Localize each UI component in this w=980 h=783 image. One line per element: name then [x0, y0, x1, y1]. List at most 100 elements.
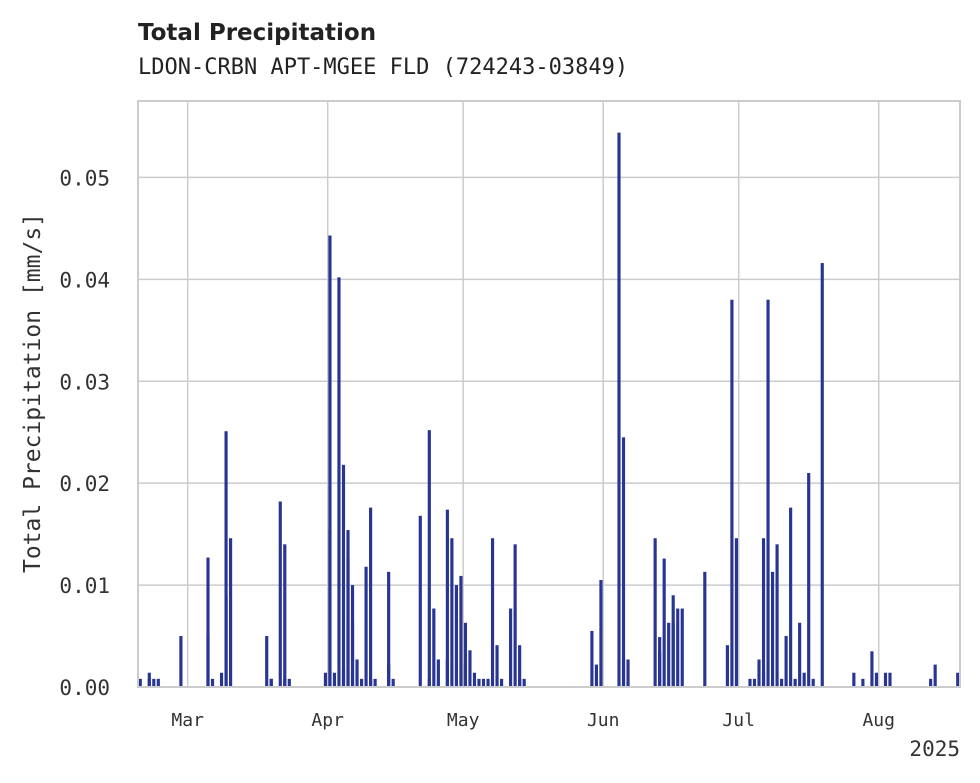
precipitation-bar — [518, 645, 522, 687]
precipitation-bar — [852, 672, 856, 687]
plot-frame — [137, 100, 961, 688]
precipitation-bar — [152, 678, 156, 687]
precipitation-bar — [490, 538, 495, 687]
year-label: 2025 — [909, 737, 960, 761]
precipitation-bar — [676, 608, 680, 687]
precipitation-bar — [617, 132, 621, 688]
precipitation-bar — [210, 678, 215, 687]
precipitation-bar — [328, 530, 332, 687]
precipitation-bar — [621, 437, 626, 687]
precipitation-bar — [757, 659, 761, 687]
precipitation-bar — [323, 672, 328, 687]
precipitation-bar — [283, 544, 287, 687]
precipitation-bar — [387, 571, 391, 687]
precipitation-bar — [427, 678, 431, 687]
y-axis-ticks: 0.00 0.01 0.02 0.03 0.04 0.05 — [59, 166, 110, 700]
precipitation-bar — [369, 678, 373, 687]
precipitation-bar — [278, 501, 282, 687]
precipitation-bar — [658, 637, 662, 687]
precipitation-bar — [454, 585, 458, 687]
precipitation-bar — [888, 672, 892, 687]
precipitation-bar — [761, 672, 766, 687]
precipitation-bar — [468, 650, 472, 687]
x-tick-label: Apr — [311, 710, 344, 731]
precipitation-bar — [418, 515, 422, 687]
x-axis-ticks: Mar Apr May Jun Jul Aug — [171, 710, 895, 731]
precipitation-bar — [734, 538, 739, 687]
precipitation-bar — [373, 678, 377, 687]
precipitation-bar — [518, 678, 522, 687]
chart-title: Total Precipitation — [138, 20, 376, 46]
precipitation-bar — [147, 678, 151, 687]
precipitation-bar — [626, 659, 630, 687]
precipitation-bar — [364, 566, 368, 687]
precipitation-bar — [653, 538, 657, 687]
y-tick-label: 0.05 — [59, 166, 110, 190]
precipitation-bar — [206, 636, 210, 687]
precipitation-bar — [206, 557, 210, 687]
precipitation-bar — [770, 571, 775, 687]
y-tick-label: 0.01 — [59, 574, 110, 598]
precipitation-bar — [621, 659, 626, 687]
precipitation-bar — [766, 299, 770, 687]
precipitation-bar — [459, 575, 463, 687]
chart-subtitle: LDON-CRBN APT-MGEE FLD (724243-03849) — [138, 55, 628, 80]
precipitation-bar — [445, 509, 449, 687]
precipitation-bar — [265, 636, 269, 687]
precipitation-bar — [798, 622, 802, 687]
precipitation-bar — [495, 645, 499, 687]
precipitation-bar — [789, 507, 793, 687]
x-tick-label: Jul — [722, 710, 755, 731]
precipitation-bar — [156, 678, 160, 687]
precipitation-bar — [793, 678, 797, 687]
precipitation-bar — [811, 678, 815, 687]
precipitation-bar — [590, 630, 594, 687]
precipitation-bar — [594, 664, 598, 687]
precipitation-bar — [725, 645, 729, 687]
precipitation-bar — [269, 678, 273, 687]
precipitation-bar — [436, 659, 440, 687]
precipitation-bar — [662, 558, 666, 687]
precipitation-bar — [328, 235, 332, 687]
precipitation-bar — [477, 678, 481, 687]
precipitation-bar — [224, 431, 228, 687]
y-tick-label: 0.02 — [59, 472, 110, 496]
precipitation-bar — [680, 608, 684, 687]
precipitation-bar — [933, 664, 937, 687]
precipitation-bar — [463, 622, 468, 687]
precipitation-bar — [513, 544, 517, 687]
precipitation-bar — [929, 678, 933, 687]
precipitation-bar — [883, 672, 888, 687]
precipitation-bar — [784, 636, 788, 687]
x-tick-label: Mar — [171, 710, 204, 731]
precipitation-bar — [780, 678, 784, 687]
precipitation-bar — [219, 672, 224, 687]
precipitation-bar — [748, 678, 752, 687]
x-tick-label: Aug — [862, 710, 895, 731]
precipitation-bar — [486, 678, 490, 687]
precipitation-bar — [337, 277, 341, 687]
precipitation-bar — [346, 558, 350, 687]
precipitation-bar — [391, 678, 395, 687]
precipitation-bar — [807, 472, 811, 687]
precipitation-bar — [861, 678, 865, 687]
precipitation-bar — [359, 678, 364, 687]
precipitation-bar — [956, 672, 960, 687]
precipitation-bar — [509, 608, 513, 687]
precipitation-bar — [599, 579, 603, 687]
precipitation-bar — [472, 672, 477, 687]
y-tick-label: 0.00 — [59, 676, 110, 700]
precipitation-bar — [229, 538, 233, 687]
precipitation-bar — [432, 608, 436, 687]
precipitation-bar — [752, 678, 757, 687]
precipitation-bar — [341, 464, 346, 687]
precipitation-bar — [671, 622, 675, 687]
precipitation-bar — [522, 678, 526, 687]
grid-lines — [138, 101, 960, 687]
precipitation-bar — [369, 507, 373, 687]
precipitation-bar — [820, 263, 824, 687]
precipitation-bar — [332, 672, 337, 687]
precipitation-bars — [138, 132, 960, 688]
precipitation-bar — [138, 678, 142, 687]
